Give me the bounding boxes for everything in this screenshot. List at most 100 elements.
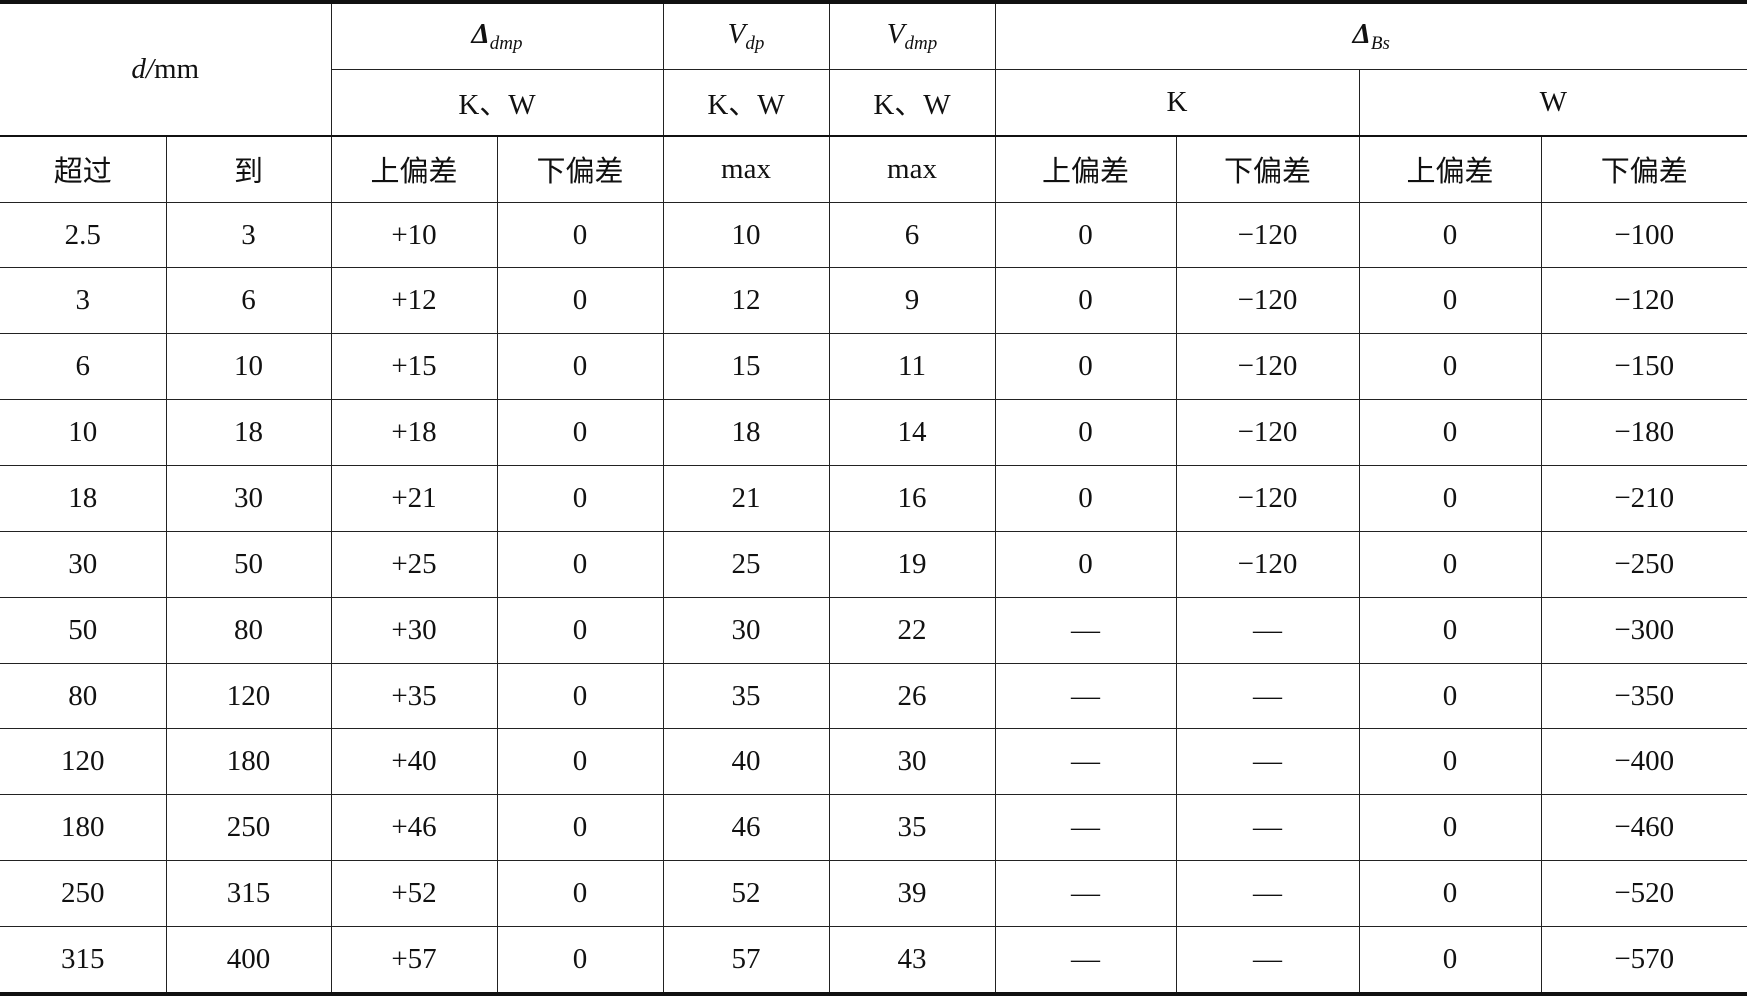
table-cell: +52	[330, 860, 498, 928]
table-cell: 16	[828, 465, 996, 532]
table-cell: −400	[1540, 728, 1747, 796]
table-cell: —	[994, 926, 1177, 997]
table-cell: 0	[1358, 926, 1542, 997]
table-cell: 0	[496, 530, 664, 598]
lower-header: 下偏差	[1175, 134, 1360, 203]
table-cell: −350	[1540, 662, 1747, 730]
delta-bs-header: ΔBs	[994, 0, 1747, 70]
table-cell: 3	[0, 267, 167, 335]
table-cell: −120	[1175, 399, 1360, 467]
table-cell: 250	[0, 860, 167, 928]
table-cell: −300	[1540, 596, 1747, 664]
table-cell: +12	[330, 267, 498, 335]
table-cell: 0	[496, 860, 664, 928]
table-cell: —	[1175, 728, 1360, 796]
table-cell: 6	[828, 201, 996, 269]
table-cell: 6	[0, 333, 167, 401]
w-header: W	[1358, 68, 1747, 137]
table-cell: —	[994, 794, 1177, 862]
table-cell: 21	[662, 465, 830, 532]
d-mm-label: d/mm	[131, 52, 200, 85]
table-cell: −210	[1540, 465, 1747, 532]
table-cell: −150	[1540, 333, 1747, 401]
over-header: 超过	[0, 134, 167, 203]
table-cell: 15	[662, 333, 830, 401]
table-cell: 30	[662, 596, 830, 664]
to-header: 到	[165, 134, 332, 203]
table-cell: 0	[994, 465, 1177, 532]
table-cell: 0	[1358, 794, 1542, 862]
table-cell: 0	[496, 662, 664, 730]
max-header: max	[662, 134, 830, 203]
table-cell: 10	[662, 201, 830, 269]
table-cell: 43	[828, 926, 996, 997]
table-cell: 40	[662, 728, 830, 796]
table-cell: 30	[165, 465, 332, 532]
table-cell: 180	[165, 728, 332, 796]
table-cell: 18	[165, 399, 332, 467]
table-cell: 0	[994, 399, 1177, 467]
table-row: 3 6 +12 0 12 9 0 −120 0 −120	[0, 267, 1747, 335]
table-cell: —	[1175, 794, 1360, 862]
table-cell: —	[994, 728, 1177, 796]
table-cell: —	[1175, 596, 1360, 664]
table-cell: +57	[330, 926, 498, 997]
table-cell: 18	[662, 399, 830, 467]
table-cell: 35	[828, 794, 996, 862]
table-cell: 80	[0, 662, 167, 730]
table-cell: —	[1175, 860, 1360, 928]
table-cell: 180	[0, 794, 167, 862]
table-row: 180 250 +46 0 46 35— —0 −460	[0, 794, 1747, 862]
upper-header: 上偏差	[994, 134, 1177, 203]
table-cell: 35	[662, 662, 830, 730]
table-cell: 120	[165, 662, 332, 730]
table-cell: −180	[1540, 399, 1747, 467]
upper-header: 上偏差	[330, 134, 498, 203]
delta-dmp-header: Δdmp	[330, 0, 664, 70]
table-cell: +40	[330, 728, 498, 796]
upper-header: 上偏差	[1358, 134, 1542, 203]
table-cell: −120	[1175, 530, 1360, 598]
table-cell: 315	[165, 860, 332, 928]
table-cell: 0	[1358, 728, 1542, 796]
table-cell: −120	[1175, 267, 1360, 335]
table-cell: 0	[496, 399, 664, 467]
table-cell: −120	[1175, 465, 1360, 532]
kw-header: K、W	[662, 68, 830, 137]
table-cell: −120	[1175, 201, 1360, 269]
table-cell: 0	[1358, 465, 1542, 532]
table-cell: 39	[828, 860, 996, 928]
table-cell: 57	[662, 926, 830, 997]
table-cell: —	[994, 596, 1177, 664]
table-cell: +10	[330, 201, 498, 269]
table-cell: 0	[1358, 399, 1542, 467]
table-cell: 52	[662, 860, 830, 928]
table-cell: —	[1175, 662, 1360, 730]
table-cell: 250	[165, 794, 332, 862]
table-row: 30 50 +25 0 25 19 0 −120 0 −250	[0, 530, 1747, 598]
table-cell: 0	[994, 201, 1177, 269]
table-cell: 0	[496, 794, 664, 862]
max-header: max	[828, 134, 996, 203]
k-header: K	[994, 68, 1360, 137]
table-row: 6 10 +15 0 15 11 0 −120 0 −150	[0, 333, 1747, 401]
table-cell: 19	[828, 530, 996, 598]
table-cell: 0	[1358, 267, 1542, 335]
table-cell: +18	[330, 399, 498, 467]
table-cell: +21	[330, 465, 498, 532]
table-cell: −100	[1540, 201, 1747, 269]
table-cell: 46	[662, 794, 830, 862]
table-cell: —	[1175, 926, 1360, 997]
table-cell: −570	[1540, 926, 1747, 997]
table-cell: 10	[0, 399, 167, 467]
lower-header: 下偏差	[496, 134, 664, 203]
table-cell: 6	[165, 267, 332, 335]
table-cell: 0	[496, 596, 664, 664]
table-cell: +35	[330, 662, 498, 730]
table-cell: 0	[994, 267, 1177, 335]
table-cell: 315	[0, 926, 167, 997]
table-cell: 80	[165, 596, 332, 664]
table-cell: 12	[662, 267, 830, 335]
table-cell: 0	[496, 926, 664, 997]
